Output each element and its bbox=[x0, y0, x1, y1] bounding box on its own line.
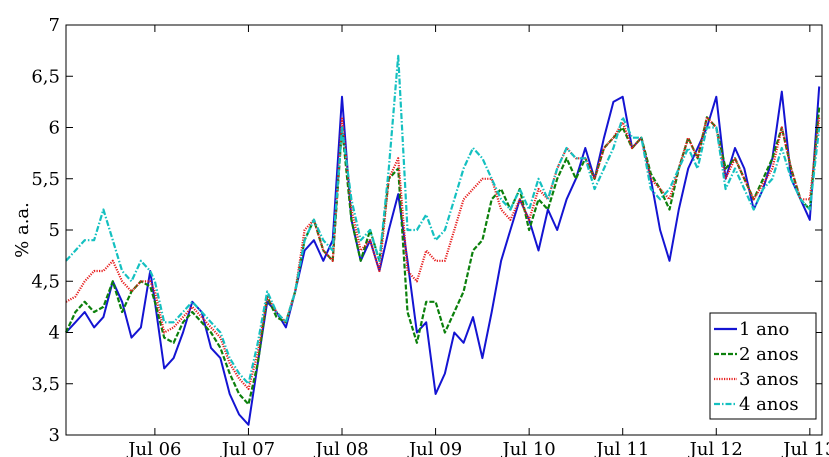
x-tick-label: Jul 13 bbox=[781, 439, 829, 457]
x-tick-label: Jul 12 bbox=[688, 439, 743, 457]
y-tick-label: 5,5 bbox=[31, 169, 60, 190]
series-layer bbox=[65, 54, 821, 426]
x-tick-label: Jul 11 bbox=[594, 439, 649, 457]
series-line-4 bbox=[65, 54, 821, 385]
y-axis-label: % a.a. bbox=[12, 202, 33, 258]
y-tick-label: 3,5 bbox=[31, 374, 60, 395]
x-tick-labels: Jul 06 Jul 07 Jul 08 Jul 09 Jul 10 Jul 11 Jul … bbox=[126, 439, 829, 457]
y-tick-label: 4,5 bbox=[31, 271, 60, 292]
y-tick-label: 6,5 bbox=[31, 66, 60, 87]
y-tick-label: 7 bbox=[49, 15, 60, 36]
y-tick-label: 4 bbox=[49, 323, 60, 344]
legend-label: 1 ano bbox=[739, 319, 789, 340]
y-tick-labels: 3 3,5 4 4,5 5 5,5 6 6,5 7 bbox=[31, 15, 60, 446]
x-tick-label: Jul 06 bbox=[126, 439, 181, 457]
x-tick-label: Jul 10 bbox=[501, 439, 556, 457]
x-tick-label: Jul 07 bbox=[220, 439, 275, 457]
legend: 1 ano 2 anos 3 anos 4 anos bbox=[709, 312, 817, 420]
legend-label: 2 anos bbox=[739, 344, 799, 365]
y-tick-label: 6 bbox=[49, 118, 60, 139]
legend-label: 4 anos bbox=[739, 394, 799, 415]
legend-box bbox=[709, 312, 817, 420]
y-tick-label: 5 bbox=[49, 220, 60, 241]
x-tick-label: Jul 08 bbox=[313, 439, 368, 457]
x-tick-label: Jul 09 bbox=[407, 439, 462, 457]
series-line-3 bbox=[65, 116, 821, 390]
legend-label: 3 anos bbox=[739, 369, 799, 390]
y-tick-label: 3 bbox=[49, 425, 60, 446]
